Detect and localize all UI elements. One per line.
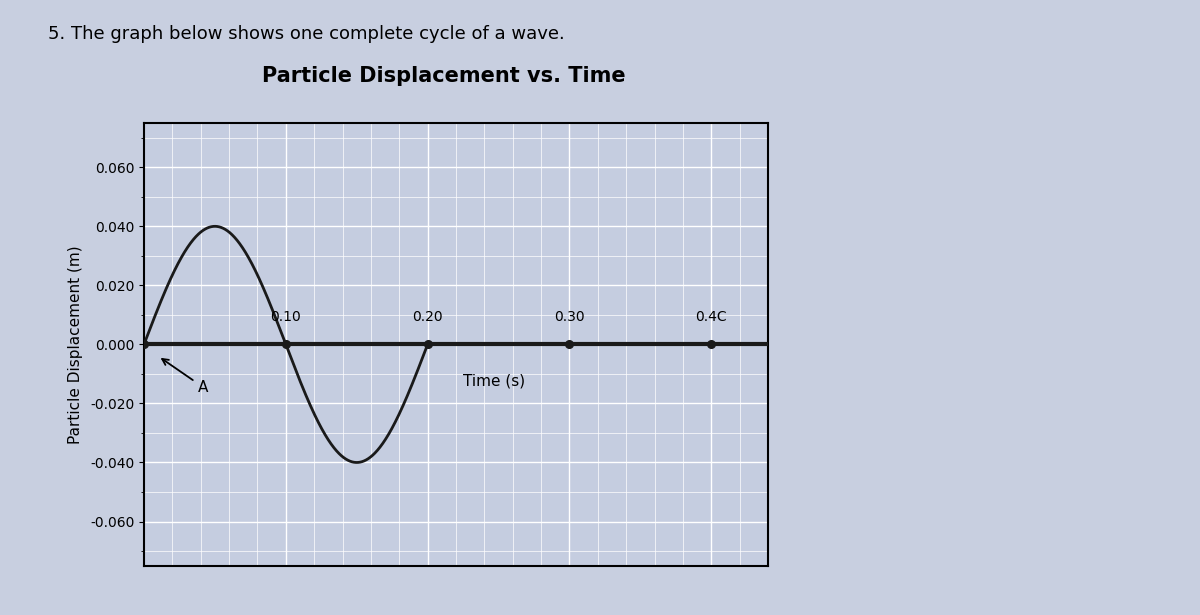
Text: Time (s): Time (s) xyxy=(463,374,526,389)
Y-axis label: Particle Displacement (m): Particle Displacement (m) xyxy=(68,245,83,443)
Text: 0.10: 0.10 xyxy=(270,310,301,323)
Text: 5. The graph below shows one complete cycle of a wave.: 5. The graph below shows one complete cy… xyxy=(48,25,565,42)
Text: 0.4C: 0.4C xyxy=(696,310,727,323)
Text: 0.30: 0.30 xyxy=(554,310,584,323)
Text: A: A xyxy=(162,359,209,395)
Text: Particle Displacement vs. Time: Particle Displacement vs. Time xyxy=(262,66,626,86)
Text: 0.20: 0.20 xyxy=(413,310,443,323)
